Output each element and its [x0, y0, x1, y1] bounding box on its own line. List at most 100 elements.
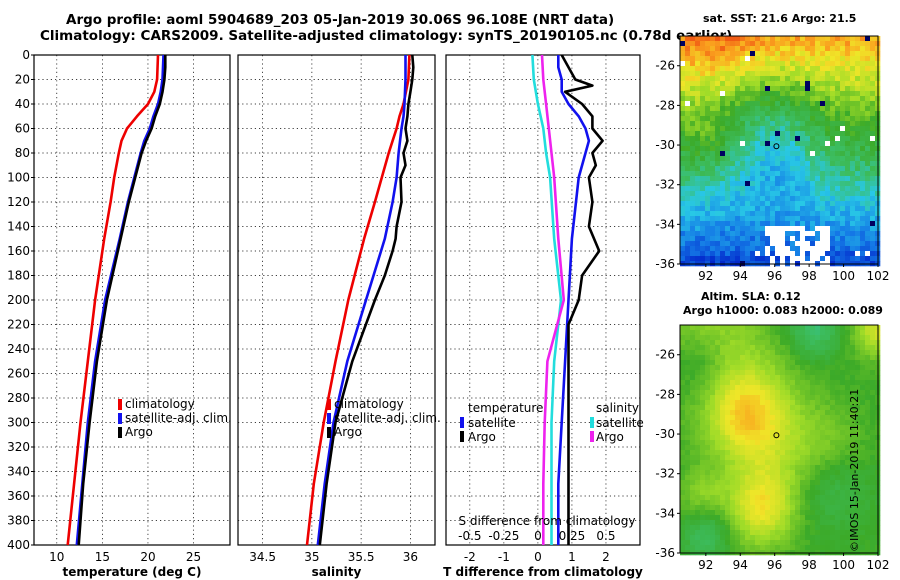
depth-tick-label: 260	[7, 367, 30, 381]
depth-tick-label: 300	[7, 416, 30, 430]
difference-x-tick-label: 0	[534, 550, 542, 564]
sst-map-x-tick-label: 98	[801, 269, 816, 283]
sst-map-y-tick-label: -30	[655, 138, 675, 152]
depth-tick-label: 20	[15, 73, 30, 87]
depth-tick-label: 340	[7, 465, 30, 479]
diff-legend-swatch	[590, 431, 594, 442]
depth-tick-label: 160	[7, 244, 30, 258]
diff-secondary-x-tick-label: 0.25	[559, 529, 586, 543]
imos-credit: ©IMOS 15-Jan-2019 11:40:21	[848, 388, 861, 552]
difference-series-s-argo	[540, 54, 566, 545]
profile-panel-temperature: 0 20 40 60 80 100 120 140 160 180 200 220 240 260 280 3…	[7, 48, 232, 579]
sla-map-subtitle: Argo h1000: 0.083 h2000: 0.089	[683, 304, 883, 317]
depth-tick-label: 240	[7, 342, 30, 356]
sla-map-y-tick-label: -32	[655, 467, 675, 481]
depth-tick-label: 200	[7, 293, 30, 307]
sla-map-x-tick-label: 96	[767, 558, 782, 572]
diff-secondary-x-tick-label: -0.25	[488, 529, 519, 543]
temperature-x-tick-label: 15	[95, 550, 110, 564]
diff-secondary-x-axis-label: S difference from climatology	[459, 514, 636, 528]
temperature-legend-label: satellite-adj. clim.	[125, 411, 232, 425]
profile-panel-salinity: 34.5 35 35.5 36 salinity climatologysatellite…	[237, 54, 441, 579]
salinity-series-argo	[318, 54, 415, 546]
salinity-legend-swatch	[327, 413, 331, 424]
temperature-series-climatology	[66, 54, 160, 546]
difference-x-tick-label: 1	[568, 550, 576, 564]
sla-map-x-tick-label: 98	[801, 558, 816, 572]
title-line-1: Argo profile: aoml 5904689_203 05-Jan-20…	[66, 12, 615, 28]
difference-x-tick-label: -2	[464, 550, 476, 564]
sst-map-y-tick-label: -34	[655, 217, 675, 231]
depth-tick-label: 100	[7, 171, 30, 185]
depth-tick-label: 220	[7, 318, 30, 332]
salinity-legend-swatch	[327, 427, 331, 438]
sla-map-frame	[679, 324, 879, 554]
depth-tick-label: 360	[7, 489, 30, 503]
depth-tick-label: 60	[15, 122, 30, 136]
temperature-legend-label: climatology	[125, 397, 195, 411]
diff-legend-temperature-title: temperature	[468, 401, 543, 415]
depth-tick-label: 120	[7, 195, 30, 209]
depth-tick-label: 320	[7, 440, 30, 454]
sla-map-argo-marker	[773, 432, 780, 439]
sst-map-field	[680, 36, 881, 267]
sla-map-title: Altim. SLA: 0.12	[701, 290, 801, 303]
depth-tick-label: 0	[22, 48, 30, 62]
salinity-legend-swatch	[327, 399, 331, 410]
sla-map-x-tick-label: 102	[867, 558, 890, 572]
sst-map-x-tick-label: 96	[767, 269, 782, 283]
sst-map-y-tick-label: -32	[655, 178, 675, 192]
sst-map-y-tick-label: -36	[655, 257, 675, 271]
depth-tick-label: 80	[15, 146, 30, 160]
sst-map-x-tick-label: 94	[733, 269, 748, 283]
salinity-x-tick-label: 35.5	[348, 550, 375, 564]
sla-map-y-tick-label: -34	[655, 506, 675, 520]
diff-legend-label: Argo	[596, 430, 624, 444]
diff-secondary-x-tick-label: 0.5	[596, 529, 615, 543]
sla-map-y-tick-label: -28	[655, 387, 675, 401]
difference-x-tick-label: 2	[602, 550, 610, 564]
difference-x-axis-label: T difference from climatology	[443, 565, 643, 579]
salinity-legend-label: satellite-adj. clim.	[334, 411, 441, 425]
depth-tick-label: 380	[7, 514, 30, 528]
depth-tick-label: 40	[15, 97, 30, 111]
salinity-x-tick-label: 34.5	[249, 550, 276, 564]
diff-legend-salinity-title: salinity	[596, 401, 639, 415]
depth-tick-label: 180	[7, 269, 30, 283]
depth-tick-label: 140	[7, 220, 30, 234]
diff-legend-label: Argo	[468, 430, 496, 444]
temperature-legend-swatch	[118, 399, 122, 410]
salinity-series-satellite-adj-clim-	[316, 55, 407, 546]
sla-map-y-tick-label: -26	[655, 348, 675, 362]
diff-legend-swatch	[590, 417, 594, 428]
sst-map: 92 94 96 98 100 102 -26 -28 -30 -32 -34 -36	[655, 35, 890, 283]
temperature-x-tick-label: 20	[140, 550, 155, 564]
sla-map-y-tick-label: -36	[655, 546, 675, 560]
sst-map-x-tick-label: 100	[832, 269, 855, 283]
difference-series-t-argo	[560, 54, 604, 545]
depth-tick-label: 280	[7, 391, 30, 405]
title-line-2: Climatology: CARS2009. Satellite-adjuste…	[40, 28, 733, 44]
difference-x-tick-label: -1	[498, 550, 510, 564]
temperature-x-tick-label: 10	[49, 550, 64, 564]
temperature-legend-label: Argo	[125, 425, 153, 439]
sla-map-x-tick-label: 94	[733, 558, 748, 572]
depth-tick-label: 400	[7, 538, 30, 552]
temperature-x-axis-label: temperature (deg C)	[63, 565, 202, 579]
sst-map-title: sat. SST: 21.6 Argo: 21.5	[703, 12, 857, 25]
sst-map-x-tick-label: 92	[698, 269, 713, 283]
difference-series-s-satellite	[531, 54, 563, 545]
temperature-series-argo	[77, 55, 167, 546]
salinity-x-tick-label: 35	[304, 550, 319, 564]
diff-legend-label: satellite	[468, 416, 516, 430]
sst-map-y-tick-label: -26	[655, 59, 675, 73]
sst-map-x-tick-label: 102	[867, 269, 890, 283]
diff-legend-label: satellite	[596, 416, 644, 430]
salinity-legend-label: climatology	[334, 397, 404, 411]
sla-map-x-tick-label: 100	[832, 558, 855, 572]
diff-secondary-x-tick-label: 0	[534, 529, 542, 543]
salinity-legend-label: Argo	[334, 425, 362, 439]
temperature-x-tick-label: 25	[186, 550, 201, 564]
sst-map-frame	[679, 35, 879, 265]
